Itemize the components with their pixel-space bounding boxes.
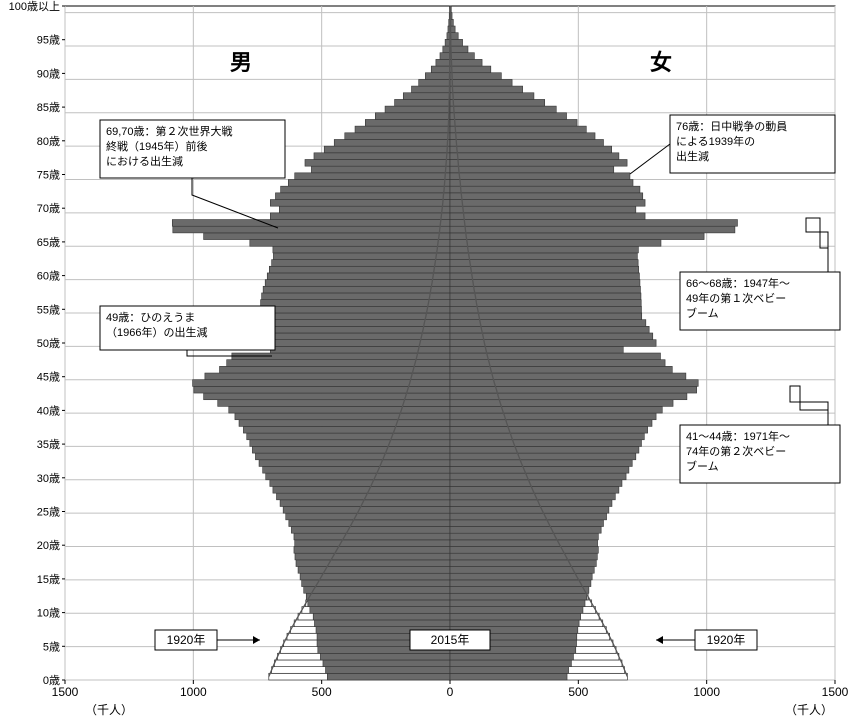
svg-text:35歳: 35歳 (37, 438, 60, 451)
svg-text:出生減: 出生減 (676, 149, 709, 163)
svg-text:75歳: 75歳 (37, 169, 60, 182)
svg-text:1500: 1500 (822, 685, 849, 699)
svg-text:30歳: 30歳 (37, 472, 60, 485)
svg-text:70歳: 70歳 (37, 202, 60, 215)
svg-text:80歳: 80歳 (37, 135, 60, 148)
svg-text:45歳: 45歳 (37, 371, 60, 384)
svg-text:による1939年の: による1939年の (676, 134, 755, 148)
svg-text:76歳：日中戦争の動員: 76歳：日中戦争の動員 (676, 119, 787, 133)
svg-text:90歳: 90歳 (37, 67, 60, 80)
svg-text:40歳: 40歳 (37, 404, 60, 417)
svg-text:0: 0 (447, 685, 454, 699)
svg-text:ブーム: ブーム (686, 459, 719, 473)
svg-text:2015年: 2015年 (431, 633, 470, 647)
svg-text:1500: 1500 (52, 685, 79, 699)
svg-text:1000: 1000 (180, 685, 207, 699)
svg-text:15歳: 15歳 (37, 573, 60, 586)
svg-text:（1966年）の出生減: （1966年）の出生減 (106, 325, 207, 339)
svg-text:41～44歳：1971年～: 41～44歳：1971年～ (686, 429, 790, 443)
svg-text:1920年: 1920年 (707, 633, 746, 647)
svg-text:95歳: 95歳 (37, 34, 60, 47)
population-pyramid-chart: 0歳5歳10歳15歳20歳25歳30歳35歳40歳45歳50歳55歳60歳65歳… (0, 0, 850, 720)
svg-text:25歳: 25歳 (37, 506, 60, 519)
x-unit-left: （千人） (85, 703, 133, 717)
svg-text:49歳：ひのえうま: 49歳：ひのえうま (106, 311, 195, 324)
svg-text:60歳: 60歳 (37, 270, 60, 283)
svg-text:終戦（1945年）前後: 終戦（1945年）前後 (106, 139, 207, 153)
svg-text:69,70歳：第２次世界大戦: 69,70歳：第２次世界大戦 (106, 124, 233, 138)
svg-text:49年の第１次ベビー: 49年の第１次ベビー (686, 291, 786, 305)
svg-text:1920年: 1920年 (167, 633, 206, 647)
x-unit-right: （千人） (785, 703, 833, 717)
svg-text:20歳: 20歳 (37, 539, 60, 552)
svg-text:100歳以上: 100歳以上 (9, 0, 60, 13)
svg-text:における出生減: における出生減 (106, 154, 183, 168)
svg-text:55歳: 55歳 (37, 303, 60, 316)
male-label: 男 (230, 50, 252, 75)
svg-text:85歳: 85歳 (37, 101, 60, 114)
svg-text:10歳: 10歳 (37, 607, 60, 620)
svg-text:500: 500 (312, 685, 332, 699)
svg-text:500: 500 (568, 685, 588, 699)
female-label: 女 (650, 50, 672, 75)
svg-text:65歳: 65歳 (37, 236, 60, 249)
svg-text:1000: 1000 (693, 685, 720, 699)
svg-text:66～68歳：1947年～: 66～68歳：1947年～ (686, 276, 790, 290)
svg-text:ブーム: ブーム (686, 306, 719, 320)
svg-text:5歳: 5歳 (43, 640, 60, 653)
svg-text:74年の第２次ベビー: 74年の第２次ベビー (686, 444, 786, 458)
svg-text:50歳: 50歳 (37, 337, 60, 350)
